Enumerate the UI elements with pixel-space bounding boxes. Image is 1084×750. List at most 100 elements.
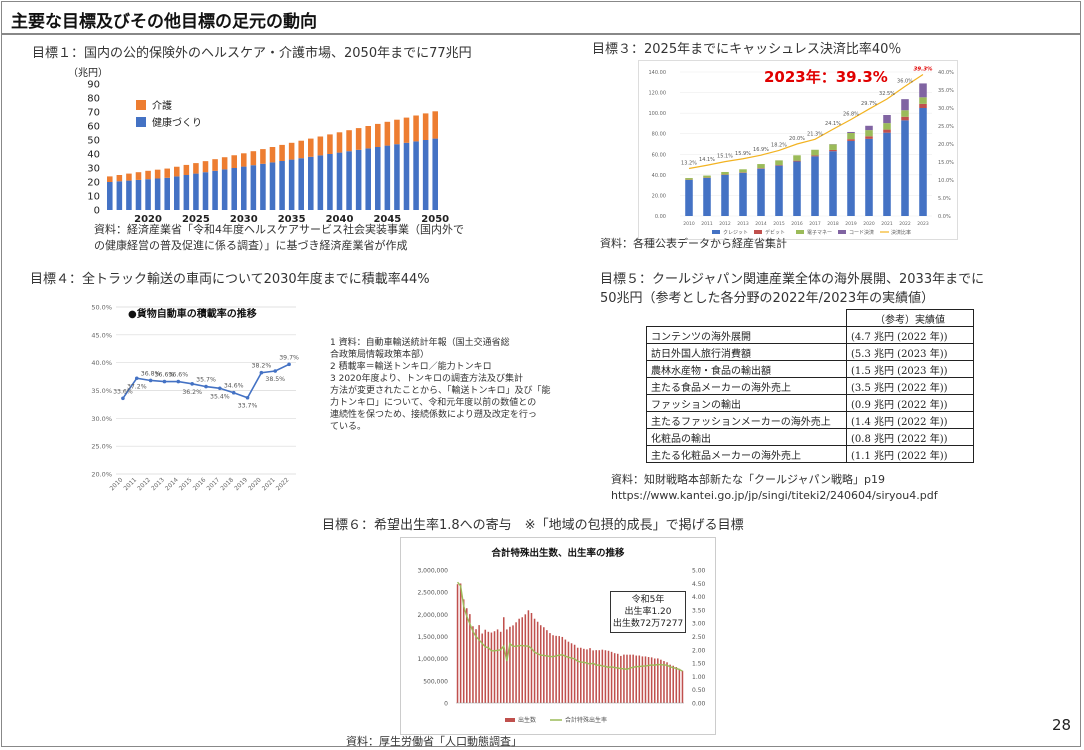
row-value: (0.9 兆円 (2022 年)) (846, 394, 974, 412)
birth-bar (629, 654, 631, 703)
birth-bar (663, 661, 665, 703)
y-tick-label: 20 (87, 178, 100, 189)
bar-kaigo-2048 (413, 115, 419, 142)
row-label: 農林水産物・食品の輸出額 (646, 360, 847, 378)
x-tick-label: 2017 (809, 221, 821, 227)
y-tick-label: 70 (87, 108, 100, 119)
row-value: (3.5 兆円 (2022 年)) (846, 377, 974, 395)
bar-2011 (703, 177, 711, 216)
x-tick-label: 2018 (827, 221, 839, 227)
x-tick-label: 2020 (863, 221, 875, 227)
birth-bar (478, 625, 480, 703)
x-tick-label: 2011 (701, 221, 713, 227)
bar-kaigo-2047 (403, 117, 410, 143)
bar-kenko-2046 (394, 144, 400, 210)
birth-bar (653, 658, 656, 703)
x-tick-label: 2015 (178, 476, 194, 492)
birth-bar (675, 667, 678, 703)
y2-tick-label: 5.00 (692, 568, 706, 575)
bar-kenko-2023 (174, 176, 180, 210)
bar-kenko-2029 (231, 168, 237, 210)
legend-label: 健康づくり (152, 116, 202, 129)
legend-swatch (796, 230, 804, 234)
bar-kaigo-2041 (346, 130, 352, 152)
bar-kaigo-2021 (154, 169, 161, 179)
note-line: 連続性を保つため、接続係数により遡及改定を行っ (330, 410, 537, 420)
y-tick-label: 100.00 (649, 111, 667, 117)
y-tick-label: 30.0% (91, 415, 112, 423)
load-point-2012 (148, 378, 153, 383)
birth-bar (502, 617, 505, 703)
row-value: (1.4 兆円 (2022 年)) (846, 411, 974, 429)
bar-kaigo-2027 (212, 159, 218, 171)
bar-2010 (685, 178, 693, 180)
birth-bar (595, 650, 597, 703)
load-point-2022 (287, 362, 291, 367)
legend-swatch (712, 230, 720, 234)
birth-bar (660, 659, 662, 703)
table-row: 化粧品の輸出 (0.8 兆円 (2022 年)) (646, 428, 974, 446)
bar-2010 (685, 180, 693, 216)
bar-2020 (865, 125, 873, 131)
birth-bar (493, 631, 496, 703)
bar-kaigo-2017 (116, 175, 123, 182)
goal4-heading: 目標４：全トラック輸送の車両について2030年度までに積載率44% (30, 272, 430, 287)
bar-kenko-2047 (403, 142, 410, 210)
birth-bar (546, 630, 548, 703)
x-tick-label: 2025 (182, 214, 210, 225)
bar-kenko-2032 (260, 163, 266, 210)
load-point-2021 (273, 369, 278, 373)
bar-2013 (739, 172, 747, 216)
births-chart: 合計特殊出生数、出生率の推移 0 500,000 1,000,000 1,500,000… (417, 547, 706, 724)
bar-kenko-2045 (384, 145, 391, 210)
load-point-2016 (204, 384, 208, 389)
bar-2015 (775, 165, 783, 216)
birth-bar (475, 629, 477, 703)
birth-bar (589, 648, 591, 703)
row-value: (1.1 兆円 (2022 年)) (846, 445, 974, 463)
bar-kaigo-2035 (288, 142, 295, 160)
row-value: (4.7 兆円 (2022 年)) (846, 326, 974, 344)
note-line: 3 2020年度より、トンキロの調査方法及び集計 (330, 374, 523, 384)
legend-swatch (136, 117, 146, 127)
bar-kenko-2022 (164, 177, 170, 210)
x-tick-label: 2012 (136, 476, 152, 492)
birth-bar (580, 647, 582, 703)
goal3-source: 資料：各種公表データから経産省集計 (600, 237, 787, 250)
x-tick-label: 2017 (206, 476, 222, 492)
birth-bar (524, 614, 527, 703)
data-label: 39.7% (279, 354, 299, 361)
x-tick-label: 2019 (233, 476, 249, 492)
bar-kenko-2048 (413, 141, 419, 210)
callout-line3: 出生数72万7277 (612, 619, 684, 629)
y-tick-label: 20.00 (652, 193, 666, 199)
bar-kenko-2030 (241, 166, 247, 210)
birth-bar (518, 618, 520, 703)
bar-2017 (811, 155, 819, 157)
x-tick-label: 2050 (421, 214, 449, 225)
fertility-line (457, 581, 683, 672)
birth-bar (469, 614, 471, 703)
birth-bar (459, 583, 462, 703)
table-row: ファッションの輸出 (0.9 兆円 (2022 年)) (646, 394, 974, 412)
bar-kenko-2035 (288, 159, 295, 210)
bar-kenko-2020 (145, 179, 151, 210)
bar-2019 (847, 131, 855, 133)
birth-bar (515, 622, 517, 703)
bar-2023 (919, 97, 927, 104)
x-tick-label: 2010 (683, 221, 695, 227)
birth-bar (620, 655, 622, 703)
bar-kenko-2036 (298, 158, 304, 210)
ratio-label: 15.9% (735, 151, 751, 157)
bar-kenko-2017 (116, 181, 123, 210)
data-label: 38.5% (265, 376, 285, 383)
birth-bar (561, 636, 564, 703)
bar-kaigo-2030 (241, 153, 247, 167)
bar-kaigo-2050 (432, 111, 438, 139)
birth-bar (456, 584, 459, 703)
bar-kenko-2021 (154, 178, 161, 210)
bar-2022 (901, 116, 909, 121)
load-point-2011 (134, 376, 139, 381)
y2-tick-label: 1.00 (692, 674, 706, 681)
